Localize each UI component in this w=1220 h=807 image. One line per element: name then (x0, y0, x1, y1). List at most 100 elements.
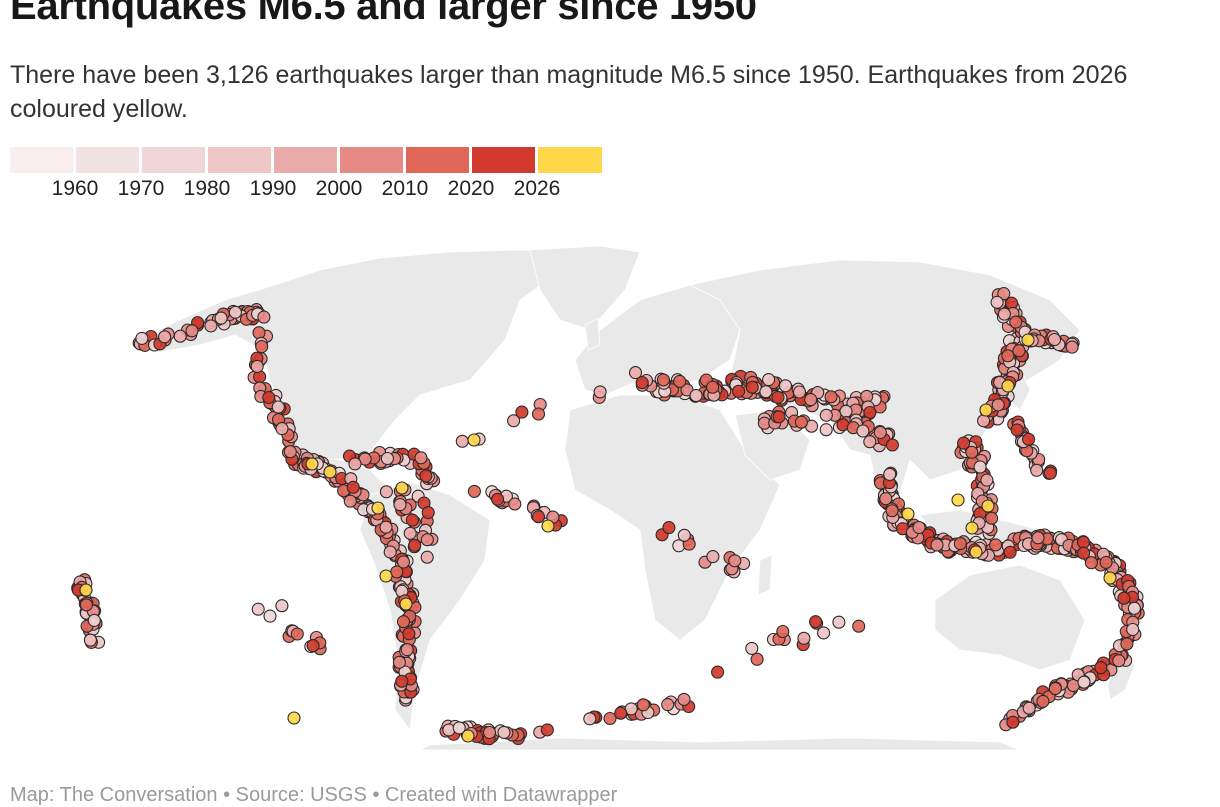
earthquake-marker (1022, 432, 1036, 446)
earthquake-marker (689, 388, 703, 403)
earthquake-marker (1076, 535, 1091, 549)
earthquake-marker (965, 445, 979, 459)
earthquake-marker (79, 583, 93, 597)
earthquake-marker (135, 331, 149, 345)
australia-land (934, 564, 1086, 671)
earthquake-marker (204, 319, 218, 333)
earthquake-marker (531, 510, 546, 524)
earthquake-marker (677, 692, 691, 706)
earthquake-marker (257, 310, 271, 324)
earthquake-marker (343, 494, 357, 508)
earthquake-marker (87, 613, 101, 627)
earthquake-marker (402, 627, 416, 641)
earthquake-marker (745, 641, 759, 655)
earthquake-marker (1006, 715, 1020, 729)
earthquake-marker (745, 380, 759, 394)
earthquake-marker (1103, 571, 1117, 585)
earthquake-marker (776, 624, 790, 639)
earthquake-marker (392, 655, 406, 669)
earthquake-marker (759, 385, 773, 399)
earthquake-marker (306, 639, 320, 653)
earthquake-marker (819, 423, 833, 437)
earthquake-marker (252, 326, 266, 340)
earthquake-marker (832, 615, 846, 629)
earthquake-marker (396, 615, 411, 629)
earthquake-marker (1003, 545, 1017, 559)
earthquake-marker (656, 373, 670, 387)
earthquake-marker (1012, 344, 1026, 358)
map-credit: Map: The Conversation • Source: USGS • C… (10, 784, 618, 806)
earthquake-marker (778, 379, 793, 393)
earthquake-marker (991, 398, 1005, 412)
earthquake-marker (507, 414, 521, 428)
earthquake-marker (158, 330, 172, 344)
world-map (71, 245, 1145, 750)
earthquake-marker (540, 723, 554, 737)
earthquake-marker (455, 434, 469, 448)
earthquake-marker (732, 384, 746, 398)
earthquake-marker (1021, 333, 1035, 347)
earthquake-marker (603, 711, 617, 726)
earthquake-marker (323, 465, 337, 479)
earthquake-marker (371, 501, 385, 515)
earthquake-marker (1084, 556, 1098, 570)
earthquake-marker (873, 425, 887, 440)
earthquake-marker (405, 513, 419, 527)
earthquake-marker (856, 424, 870, 438)
legend-swatch (76, 147, 139, 173)
earthquake-marker (421, 506, 435, 520)
earthquake-marker (973, 460, 987, 474)
earthquake-marker (379, 520, 393, 534)
earthquake-marker (817, 626, 831, 640)
earthquake-marker (271, 400, 285, 414)
earthquake-marker (957, 436, 971, 450)
earthquake-marker (395, 674, 409, 688)
earthquake-marker (251, 602, 265, 616)
legend-tick: 2026 (513, 177, 561, 200)
earthquake-marker (771, 390, 785, 404)
earthquake-marker (706, 380, 720, 394)
earthquake-marker (348, 457, 362, 471)
earthquake-marker (1047, 332, 1062, 347)
earthquake-marker (396, 555, 411, 569)
earthquake-marker (1099, 555, 1113, 569)
earthquake-marker (1117, 591, 1131, 605)
year-legend: 1960 1970 1980 1990 2000 2010 2020 2026 (10, 147, 610, 203)
legend-tick: 1980 (183, 177, 231, 200)
legend-swatch-2026 (538, 147, 602, 173)
earthquake-marker (1036, 694, 1050, 708)
earthquake-marker (420, 533, 434, 547)
legend-tick: 1960 (51, 177, 99, 200)
earthquake-marker (951, 493, 965, 507)
earthquake-marker (255, 340, 269, 354)
earthquake-marker (809, 615, 823, 629)
earthquake-marker (750, 652, 764, 666)
earthquake-marker (792, 385, 807, 399)
earthquake-marker (1126, 622, 1140, 637)
earthquake-marker (383, 545, 397, 559)
earthquake-marker (989, 538, 1003, 552)
earthquake-marker (863, 435, 877, 449)
earthquake-marker (1022, 701, 1036, 715)
legend-tick: 2010 (381, 177, 429, 200)
earthquake-marker (879, 492, 893, 506)
earthquake-marker (541, 519, 555, 533)
earthquake-marker (419, 469, 433, 483)
earthquake-marker (979, 403, 993, 417)
earthquake-marker (901, 507, 915, 521)
earthquake-marker (614, 706, 628, 720)
earthquake-marker (346, 480, 360, 494)
chart-title: Earthquakes M6.5 and larger since 1950 (10, 0, 757, 28)
asia-land (688, 259, 1081, 511)
legend-tick: 1970 (117, 177, 165, 200)
earthquake-marker (990, 295, 1004, 309)
earthquake-marker (819, 408, 833, 422)
earthquake-marker (408, 538, 422, 552)
earthquake-marker (185, 324, 199, 338)
earthquake-marker (399, 597, 413, 611)
earthquake-marker (711, 665, 725, 679)
legend-swatch (472, 147, 535, 173)
earthquake-marker (287, 711, 301, 725)
earthquake-marker (1065, 340, 1079, 354)
earthquake-marker (1127, 601, 1141, 615)
